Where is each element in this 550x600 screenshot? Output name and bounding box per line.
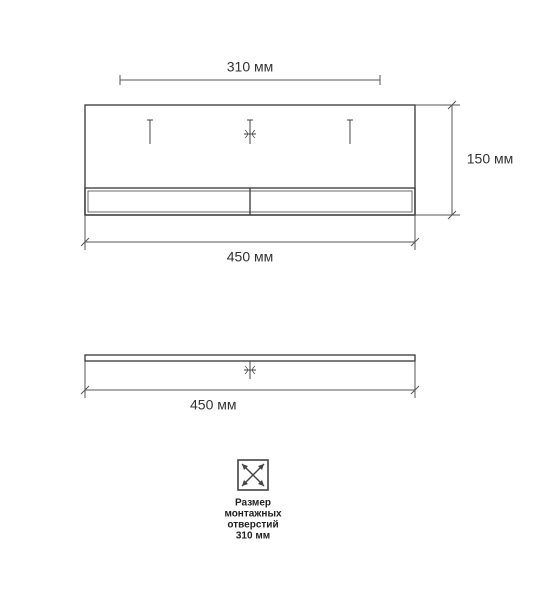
dim-top-label: 310 мм [227,59,274,75]
legend: Размермонтажныхотверстий310 мм [224,460,282,542]
legend-line: 310 мм [236,531,270,542]
dim-right: 150 мм [415,101,513,219]
legend-line: Размер [235,498,271,509]
dim-topview-label: 450 мм [190,397,237,413]
dim-top: 310 мм [120,59,380,85]
dim-bottom-label: 450 мм [227,249,274,265]
front-elevation [85,105,415,215]
legend-line: монтажных [224,509,282,520]
top-view [85,355,415,379]
dimension-drawing: 310 мм 450 мм 150 мм 450 мм Размермонтажныхо… [0,0,550,600]
dim-right-label: 150 мм [467,151,514,167]
legend-line: отверстий [227,520,278,531]
dim-bottom: 450 мм [81,215,419,265]
